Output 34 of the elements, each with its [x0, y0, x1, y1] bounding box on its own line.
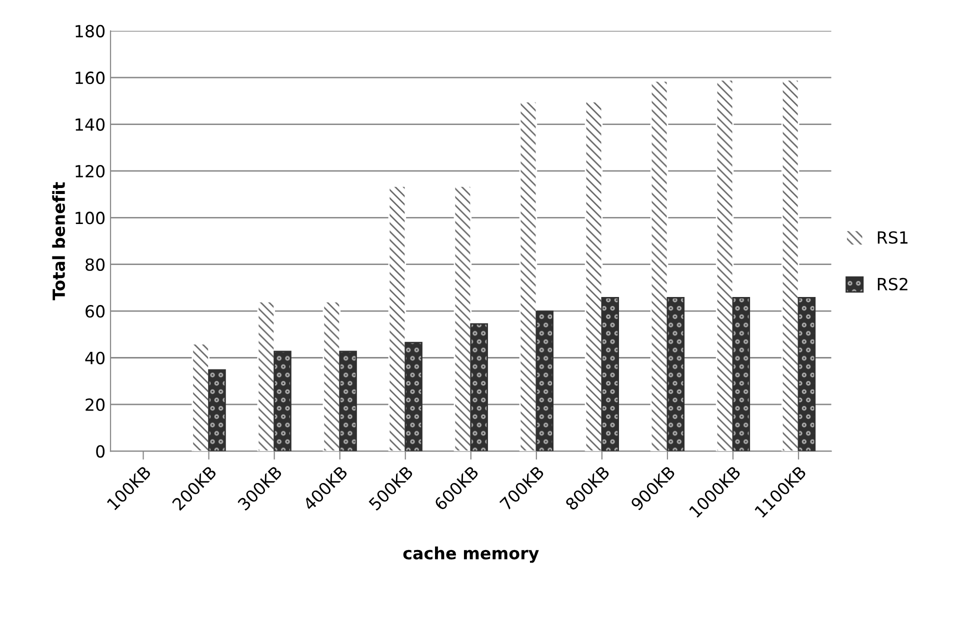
y-tick-label: 120	[76, 164, 105, 178]
bar	[470, 323, 488, 452]
bar	[666, 297, 685, 452]
bar	[798, 297, 816, 452]
bar	[732, 297, 750, 452]
y-tick-label: 180	[76, 24, 105, 38]
bar	[339, 350, 357, 452]
legend-label: RS2	[878, 278, 908, 290]
y-tick-label: 100	[76, 212, 105, 224]
bar	[536, 310, 554, 452]
y-tick-label: 140	[76, 118, 105, 131]
legend-label: RS1	[878, 231, 908, 244]
bar	[781, 79, 800, 452]
bar	[584, 100, 603, 452]
y-tick-label: 0	[96, 445, 105, 458]
bar	[404, 342, 422, 452]
bar	[274, 350, 292, 452]
bar	[716, 79, 734, 452]
x-axis-title: cache memory	[403, 546, 539, 563]
bar	[601, 297, 620, 452]
y-tick-label: 60	[86, 305, 105, 318]
y-tick-label: 20	[86, 398, 105, 412]
bar	[192, 343, 210, 452]
bar	[208, 369, 226, 452]
y-tick-label: 80	[86, 258, 105, 271]
y-axis-title: Total benefit	[52, 182, 66, 300]
bar	[322, 301, 341, 452]
bar	[257, 301, 276, 452]
bar	[454, 185, 472, 452]
y-tick-label: 40	[85, 352, 105, 364]
bar	[519, 100, 538, 452]
bar	[388, 185, 406, 452]
y-tick-label: 160	[76, 72, 105, 84]
bar	[650, 80, 668, 452]
